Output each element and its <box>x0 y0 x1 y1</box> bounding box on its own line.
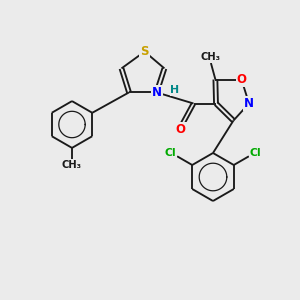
Text: CH₃: CH₃ <box>201 52 221 62</box>
Text: O: O <box>176 123 186 136</box>
Text: Cl: Cl <box>250 148 261 158</box>
Text: N: N <box>152 86 162 99</box>
Text: O: O <box>236 73 247 86</box>
Text: H: H <box>170 85 180 94</box>
Text: Cl: Cl <box>165 148 176 158</box>
Text: S: S <box>140 45 149 58</box>
Text: CH₃: CH₃ <box>62 160 82 170</box>
Text: N: N <box>244 97 254 110</box>
